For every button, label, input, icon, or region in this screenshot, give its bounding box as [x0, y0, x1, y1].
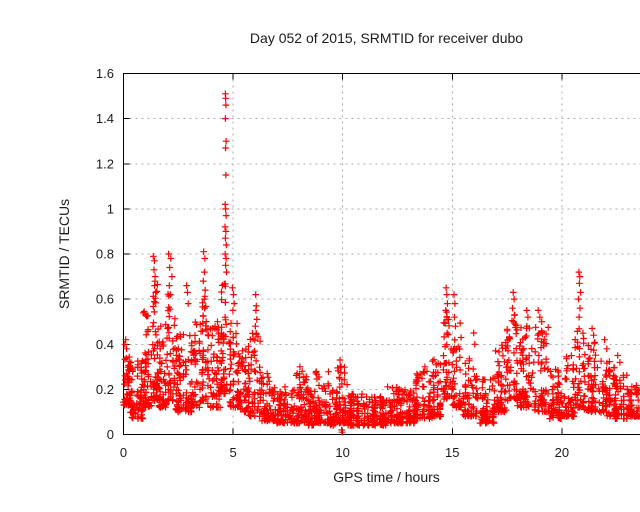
x-tick-labels: 0 5 10 15 20: [120, 445, 569, 460]
scatter-data-points: [120, 91, 640, 436]
scatter-plot-svg: Day 052 of 2015, SRMTID for receiver dub…: [40, 16, 640, 496]
y-tick-label: 1.6: [96, 66, 114, 81]
y-tick-label: 0.2: [96, 382, 114, 397]
y-tick-label: 1.2: [96, 156, 114, 171]
y-axis-label: SRMTID / TECUs: [56, 199, 72, 309]
x-tick-label: 5: [229, 445, 236, 460]
y-tick-label: 0.8: [96, 247, 114, 262]
y-tick-label: 0.4: [96, 337, 114, 352]
y-tick-label: 1.4: [96, 111, 114, 126]
gnuplot-chart-figure: Day 052 of 2015, SRMTID for receiver dub…: [40, 16, 640, 496]
grid-lines: [124, 74, 640, 435]
x-axis-label: GPS time / hours: [333, 469, 440, 485]
y-tick-label: 1: [107, 201, 114, 216]
x-tick-label: 0: [120, 445, 127, 460]
x-tick-label: 10: [335, 445, 349, 460]
y-tick-label: 0: [107, 427, 114, 442]
y-tick-label: 0.6: [96, 292, 114, 307]
x-tick-label: 15: [445, 445, 459, 460]
y-tick-labels: 0 0.2 0.4 0.6 0.8 1 1.2 1.4 1.6: [96, 66, 114, 442]
chart-title: Day 052 of 2015, SRMTID for receiver dub…: [250, 30, 523, 46]
x-tick-label: 20: [555, 445, 569, 460]
